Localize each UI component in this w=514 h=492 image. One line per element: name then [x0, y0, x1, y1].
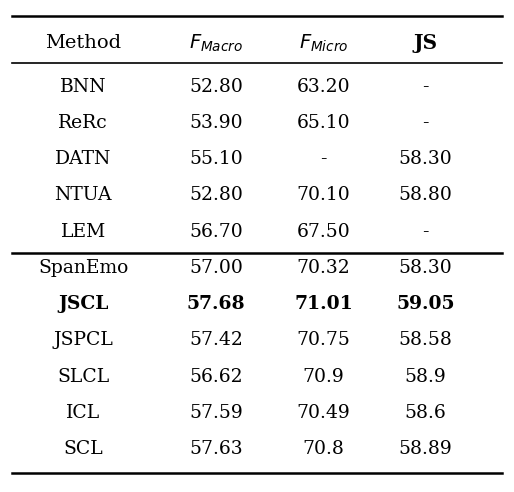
Text: 70.49: 70.49: [297, 404, 351, 422]
Text: DATN: DATN: [55, 150, 112, 168]
Text: 58.30: 58.30: [399, 259, 453, 277]
Text: 57.59: 57.59: [189, 404, 243, 422]
Text: BNN: BNN: [60, 78, 106, 96]
Text: 57.63: 57.63: [189, 440, 243, 458]
Text: 70.75: 70.75: [297, 332, 351, 349]
Text: 70.32: 70.32: [297, 259, 351, 277]
Text: JSCL: JSCL: [58, 295, 108, 313]
Text: 67.50: 67.50: [297, 223, 351, 241]
Text: Method: Method: [45, 34, 121, 52]
Text: -: -: [423, 223, 429, 241]
Text: 71.01: 71.01: [294, 295, 353, 313]
Text: $F_{Macro}$: $F_{Macro}$: [189, 32, 243, 54]
Text: SpanEmo: SpanEmo: [38, 259, 128, 277]
Text: 70.8: 70.8: [303, 440, 344, 458]
Text: SCL: SCL: [63, 440, 103, 458]
Text: $F_{Micro}$: $F_{Micro}$: [299, 32, 348, 54]
Text: SLCL: SLCL: [57, 368, 109, 386]
Text: 58.80: 58.80: [399, 186, 453, 205]
Text: -: -: [320, 150, 327, 168]
Text: 56.70: 56.70: [189, 223, 243, 241]
Text: 70.9: 70.9: [303, 368, 344, 386]
Text: JSPCL: JSPCL: [53, 332, 113, 349]
Text: 63.20: 63.20: [297, 78, 350, 96]
Text: ReRc: ReRc: [59, 114, 108, 132]
Text: 65.10: 65.10: [297, 114, 350, 132]
Text: 58.89: 58.89: [399, 440, 453, 458]
Text: 55.10: 55.10: [189, 150, 243, 168]
Text: 52.80: 52.80: [189, 78, 243, 96]
Text: 52.80: 52.80: [189, 186, 243, 205]
Text: -: -: [423, 114, 429, 132]
Text: 58.30: 58.30: [399, 150, 453, 168]
Text: 59.05: 59.05: [396, 295, 455, 313]
Text: 57.42: 57.42: [189, 332, 243, 349]
Text: 57.68: 57.68: [187, 295, 245, 313]
Text: 58.6: 58.6: [405, 404, 447, 422]
Text: 58.58: 58.58: [399, 332, 453, 349]
Text: JS: JS: [414, 33, 438, 53]
Text: 58.9: 58.9: [405, 368, 447, 386]
Text: ICL: ICL: [66, 404, 100, 422]
Text: 53.90: 53.90: [189, 114, 243, 132]
Text: 57.00: 57.00: [189, 259, 243, 277]
Text: 70.10: 70.10: [297, 186, 351, 205]
Text: -: -: [423, 78, 429, 96]
Text: NTUA: NTUA: [54, 186, 112, 205]
Text: 56.62: 56.62: [189, 368, 243, 386]
Text: LEM: LEM: [61, 223, 106, 241]
